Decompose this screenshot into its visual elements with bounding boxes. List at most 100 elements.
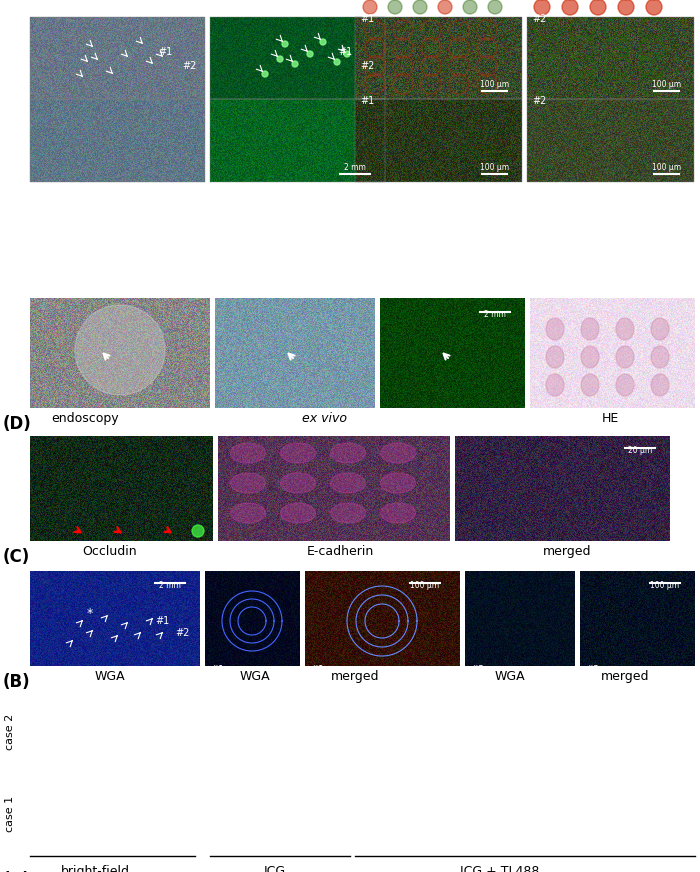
Bar (527, 17, 694, 99)
Text: merged: merged (601, 670, 650, 683)
Text: *: * (87, 607, 93, 619)
Text: WGA: WGA (239, 670, 270, 683)
Circle shape (292, 61, 298, 67)
Circle shape (488, 0, 502, 14)
Bar (30, 17, 205, 99)
Ellipse shape (281, 473, 316, 493)
Text: (A): (A) (3, 871, 31, 872)
Bar (527, 99, 694, 182)
Text: 100 μm: 100 μm (652, 80, 682, 89)
Text: ICG: ICG (264, 865, 286, 872)
Circle shape (618, 0, 634, 15)
Ellipse shape (381, 473, 416, 493)
Text: #2: #2 (532, 96, 547, 106)
Text: #1: #1 (338, 47, 352, 57)
Circle shape (277, 56, 283, 62)
Text: E-cadherin: E-cadherin (307, 545, 374, 558)
Ellipse shape (616, 346, 634, 368)
Ellipse shape (651, 346, 669, 368)
Text: #1: #1 (360, 14, 374, 24)
Ellipse shape (581, 374, 599, 396)
Text: #2: #2 (175, 628, 190, 638)
Text: #2: #2 (145, 0, 160, 2)
Text: #1: #1 (360, 96, 374, 106)
Circle shape (307, 51, 313, 57)
Text: #1: #1 (210, 665, 224, 675)
Ellipse shape (330, 443, 365, 463)
Circle shape (388, 0, 402, 14)
Text: HE: HE (601, 412, 619, 425)
Circle shape (192, 525, 204, 537)
Circle shape (320, 39, 326, 45)
Text: merged: merged (542, 545, 592, 558)
Text: case 1: case 1 (5, 796, 15, 832)
Ellipse shape (381, 443, 416, 463)
Circle shape (344, 51, 350, 57)
Circle shape (282, 41, 288, 47)
Bar (30, 99, 205, 182)
Bar (210, 99, 385, 182)
Circle shape (590, 0, 606, 15)
Ellipse shape (330, 473, 365, 493)
Ellipse shape (330, 503, 365, 523)
Text: #2: #2 (182, 61, 197, 71)
Text: ex vivo: ex vivo (302, 412, 347, 425)
Ellipse shape (230, 503, 265, 523)
Text: #1: #1 (310, 665, 324, 675)
Ellipse shape (281, 503, 316, 523)
Circle shape (413, 0, 427, 14)
Circle shape (363, 0, 377, 14)
Text: #2: #2 (585, 665, 599, 675)
Circle shape (262, 71, 268, 77)
Ellipse shape (616, 318, 634, 340)
Text: #1: #1 (155, 616, 169, 626)
Text: (D): (D) (3, 415, 31, 433)
Circle shape (463, 0, 477, 14)
Text: ICG + TL488: ICG + TL488 (461, 865, 540, 872)
Text: 100 μm: 100 μm (650, 581, 680, 590)
Circle shape (334, 59, 340, 65)
Text: (B): (B) (3, 673, 31, 691)
Ellipse shape (651, 318, 669, 340)
Text: 2 mm: 2 mm (344, 163, 366, 172)
Circle shape (562, 0, 578, 15)
Text: Occludin: Occludin (83, 545, 137, 558)
Text: (C): (C) (3, 548, 30, 566)
Bar (355, 99, 522, 182)
Text: bright-field: bright-field (60, 865, 130, 872)
Ellipse shape (581, 318, 599, 340)
Text: case 2: case 2 (5, 713, 15, 750)
Text: 2 mm: 2 mm (159, 581, 181, 590)
Circle shape (438, 0, 452, 14)
Text: 2 mm: 2 mm (484, 310, 506, 319)
Ellipse shape (581, 346, 599, 368)
Text: #2: #2 (470, 665, 484, 675)
Text: merged: merged (330, 670, 379, 683)
Text: endoscopy: endoscopy (51, 412, 119, 425)
Ellipse shape (546, 346, 564, 368)
Text: 100 μm: 100 μm (480, 163, 510, 172)
Text: 100 μm: 100 μm (652, 163, 682, 172)
Circle shape (75, 305, 165, 395)
Ellipse shape (230, 443, 265, 463)
Ellipse shape (281, 443, 316, 463)
Circle shape (646, 0, 662, 15)
Ellipse shape (381, 503, 416, 523)
Text: #2: #2 (360, 61, 374, 71)
Text: WGA: WGA (495, 670, 525, 683)
Ellipse shape (546, 318, 564, 340)
Ellipse shape (616, 374, 634, 396)
Text: 20 μm: 20 μm (628, 446, 652, 455)
Text: #2: #2 (532, 14, 547, 24)
Text: 100 μm: 100 μm (480, 80, 510, 89)
Text: WGA: WGA (94, 670, 125, 683)
Ellipse shape (546, 374, 564, 396)
Ellipse shape (230, 473, 265, 493)
Ellipse shape (651, 374, 669, 396)
Bar (355, 17, 522, 99)
Text: 100 μm: 100 μm (410, 581, 440, 590)
Circle shape (534, 0, 550, 15)
Bar (210, 17, 385, 99)
Text: #2: #2 (322, 0, 337, 2)
Text: #1: #1 (158, 47, 172, 57)
